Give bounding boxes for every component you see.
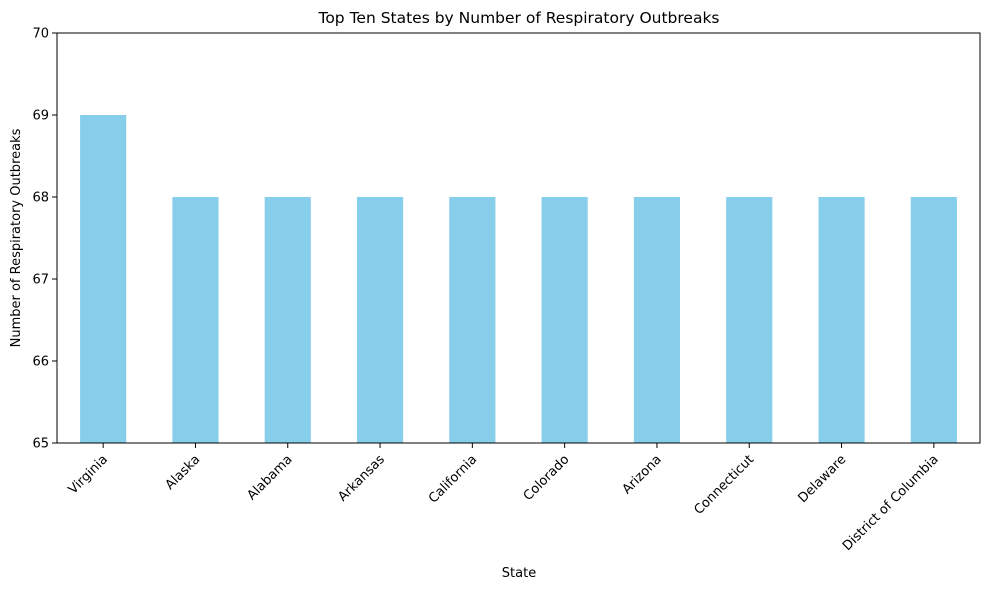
x-tick-label: Delaware bbox=[795, 452, 849, 506]
bar-delaware bbox=[818, 197, 865, 443]
y-tick-label: 68 bbox=[32, 191, 49, 206]
y-axis-label: Number of Respiratory Outbreaks bbox=[9, 128, 24, 347]
bar-colorado bbox=[541, 197, 588, 443]
plot-area: 65 66 67 68 69 70 Virginia Alaska Alabama Arkansa… bbox=[32, 27, 957, 554]
y-tick-label: 69 bbox=[32, 109, 49, 124]
bar-alaska bbox=[172, 197, 219, 443]
x-tick-label: California bbox=[426, 452, 480, 506]
x-tick-label: Colorado bbox=[521, 452, 573, 504]
bar-alabama bbox=[264, 197, 311, 443]
chart-title: Top Ten States by Number of Respiratory … bbox=[317, 9, 719, 27]
x-tick-label: Arkansas bbox=[335, 452, 388, 505]
bar-arizona bbox=[633, 197, 681, 443]
x-tick-label: Virginia bbox=[66, 452, 111, 497]
x-tick-label: Arizona bbox=[620, 452, 665, 497]
bar-arkansas bbox=[356, 197, 404, 443]
x-tick-label: Alaska bbox=[163, 452, 204, 493]
x-tick-label: Alabama bbox=[244, 452, 295, 503]
plot-frame bbox=[56, 32, 981, 444]
bar-california bbox=[449, 197, 496, 443]
y-tick-label: 65 bbox=[32, 437, 49, 452]
y-tick-label: 70 bbox=[32, 27, 49, 42]
y-tick-label: 66 bbox=[32, 355, 49, 370]
bar-virginia bbox=[80, 115, 127, 443]
y-tick-label: 67 bbox=[32, 273, 49, 288]
x-tick-label: District of Columbia bbox=[840, 452, 942, 554]
bar-district-of-columbia bbox=[910, 197, 957, 443]
bar-connecticut bbox=[726, 197, 773, 443]
x-axis-label: State bbox=[502, 566, 536, 581]
x-tick-label: Connecticut bbox=[691, 452, 757, 518]
